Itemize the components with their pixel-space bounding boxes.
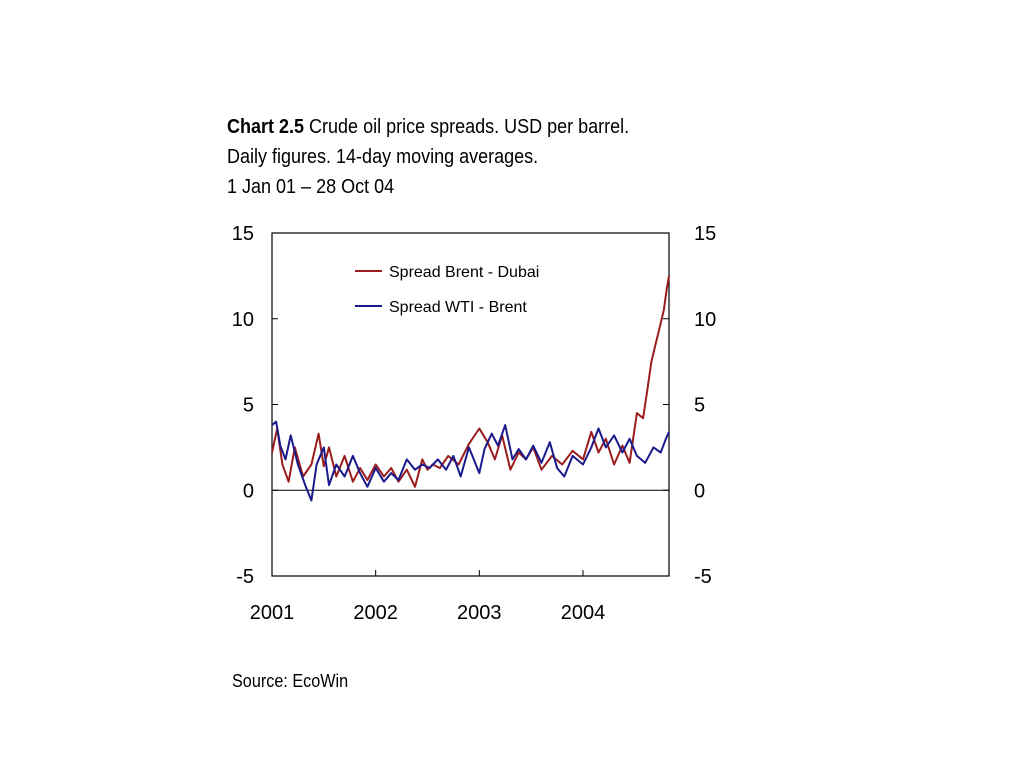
chart-number: Chart 2.5 xyxy=(227,116,305,138)
y-tick-label-right: 0 xyxy=(694,480,705,502)
chart-title: Chart 2.5 Crude oil price spreads. USD p… xyxy=(227,112,629,202)
series-layer xyxy=(271,275,670,502)
y-tick-label-left: 10 xyxy=(232,309,254,331)
legend-label: Spread Brent - Dubai xyxy=(389,264,539,281)
y-tick-label-right: 15 xyxy=(694,223,716,245)
legend: Spread Brent - Dubai Spread WTI - Brent xyxy=(355,264,539,316)
y-tick-label-left: -5 xyxy=(236,566,254,588)
chart-title-text: Crude oil price spreads. USD per barrel. xyxy=(309,116,630,138)
x-tick-label: 2001 xyxy=(250,602,295,624)
x-tick-label: 2003 xyxy=(457,602,502,624)
y-tick-label-left: 15 xyxy=(232,223,254,245)
chart-subtitle: Daily figures. 14-day moving averages. xyxy=(227,146,539,168)
series-line-brent-dubai xyxy=(271,275,670,488)
x-tick-label: 2004 xyxy=(561,602,606,624)
y-tick-label-right: -5 xyxy=(694,566,712,588)
y-tick-label-left: 0 xyxy=(243,480,254,502)
source-note: Source: EcoWin xyxy=(232,671,349,691)
chart-title-line-1: Chart 2.5 Crude oil price spreads. USD p… xyxy=(227,112,629,142)
legend-label: Spread WTI - Brent xyxy=(389,299,527,316)
axis-ticks: 15 10 5 0 -5 15 10 5 0 -5 2001 2002 2003 2004 xyxy=(232,223,717,624)
chart-date-range: 1 Jan 01 – 28 Oct 04 xyxy=(227,176,395,198)
y-tick-label-right: 10 xyxy=(694,309,716,331)
plot-area-frame xyxy=(271,232,670,577)
y-tick-label-right: 5 xyxy=(694,395,705,417)
x-tick-label: 2002 xyxy=(353,602,398,624)
series-line-wti-brent xyxy=(271,420,670,502)
y-tick-label-left: 5 xyxy=(243,395,254,417)
